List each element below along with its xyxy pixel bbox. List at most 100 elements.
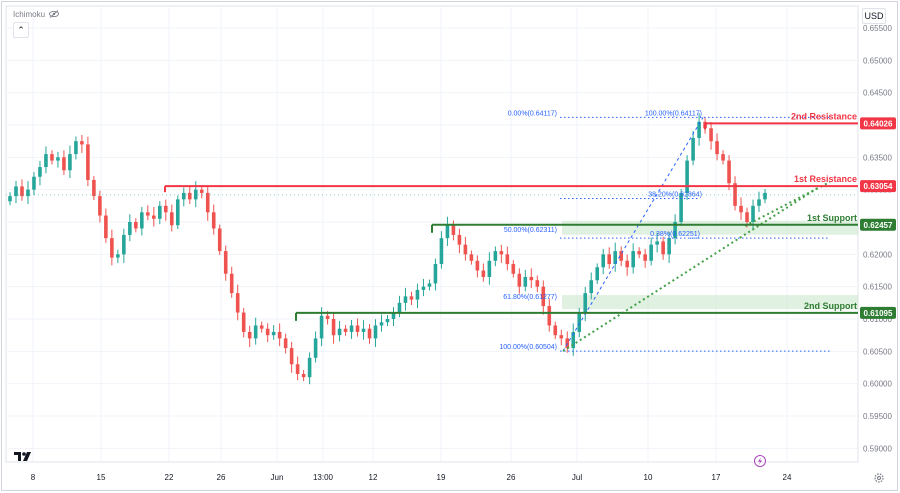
y-tick-label: 0.65500 [863,24,892,33]
candle-body [595,267,600,281]
candle-body [68,154,72,171]
candle-body [733,183,737,206]
candle-body [751,205,755,223]
candle-body [427,283,432,287]
candle-body [349,325,354,332]
candle-body [433,264,438,284]
candle-body [601,254,606,268]
x-tick-label: 10 [644,473,653,482]
candle-body [235,293,240,313]
candle-body [577,312,582,332]
candle-body [26,189,30,197]
candle-body [146,212,150,216]
level-annotation: 1st Resistance [794,174,857,184]
candle-body [313,338,318,358]
candle-body [505,254,510,265]
candle-body [481,270,486,277]
candle-body [187,192,192,200]
candle-body [439,238,444,265]
candle-body [277,331,282,339]
y-tick-label: 0.63500 [863,153,892,162]
candle-body [247,331,252,339]
candle-body [637,251,641,255]
candle-body [211,212,216,229]
fib-label: 100.00%(0.64117) [645,110,702,117]
price-label-box [860,218,896,231]
level-annotation: 1st Support [807,213,857,223]
candle-body [44,154,48,168]
eye-shape [49,10,59,18]
candle-body [265,328,270,336]
candle-body [403,296,408,303]
y-tick-label: 0.60500 [863,347,892,356]
candle-body [739,205,743,213]
candle-body [589,280,594,294]
candle-body [487,260,492,277]
price-label: 0.64026 [864,119,893,128]
candle-body [457,234,462,245]
candle-body [116,254,120,258]
candle-body [445,225,450,239]
candle-body [745,212,749,223]
candle-body [110,238,114,258]
currency-selector[interactable]: USD [862,8,886,24]
candle-body [337,328,342,336]
candle-body [86,144,90,180]
candle-body [343,328,348,332]
candle-body [721,154,725,161]
candle-body [571,331,576,349]
candle-body [289,348,294,365]
gear-teeth [874,473,884,483]
price-label-box [860,306,896,319]
candle-body [583,293,588,313]
y-tick-label: 0.61000 [863,315,892,324]
support-zone-2 [562,295,858,310]
candle-body [169,212,174,226]
candle-body [391,312,396,320]
candle-body [757,199,761,206]
gear-icon[interactable] [874,473,884,483]
candle-body [655,241,659,245]
trendline-lower [562,187,818,352]
candle-body [205,192,210,213]
candle-body [607,254,612,265]
candle-body [128,222,132,235]
x-tick-label: 26 [217,473,226,482]
candle-body [217,228,222,252]
y-tick-label: 0.64500 [863,89,892,98]
candle-body [98,196,102,216]
eye-off-icon[interactable] [49,10,59,18]
candle-body [415,289,420,300]
fib-label: 38.20%(0.62864) [648,191,702,198]
candle-body [325,315,330,320]
support-zone-1 [562,220,858,235]
collapse-button[interactable]: ⌃ [13,22,29,38]
price-label: 0.61095 [864,309,893,318]
candle-body [421,286,426,290]
candle-body [104,215,108,239]
candle-body [667,238,671,255]
candle-body [715,141,719,155]
candle-body [463,244,468,255]
candle-body [553,325,558,336]
x-tick-label: 15 [97,473,106,482]
candle-body [529,276,534,281]
candle-body [223,251,228,274]
lightning-icon[interactable] [754,455,766,467]
x-tick-label: 17 [712,473,721,482]
candle-body [625,260,629,268]
candle-body [673,222,677,239]
price-label-box [860,180,896,193]
y-tick-label: 0.61500 [863,283,892,292]
bolt-ring [754,455,766,467]
price-label: 0.62457 [864,221,893,230]
candle-body [709,128,713,142]
candle-body [241,312,246,332]
fib-label: 0.38%(0.62251) [650,231,700,238]
candle-body [379,322,384,326]
chevron-up-icon: ⌃ [17,25,25,35]
candle-body [649,244,653,261]
level-annotation: 2nd Support [804,301,857,311]
